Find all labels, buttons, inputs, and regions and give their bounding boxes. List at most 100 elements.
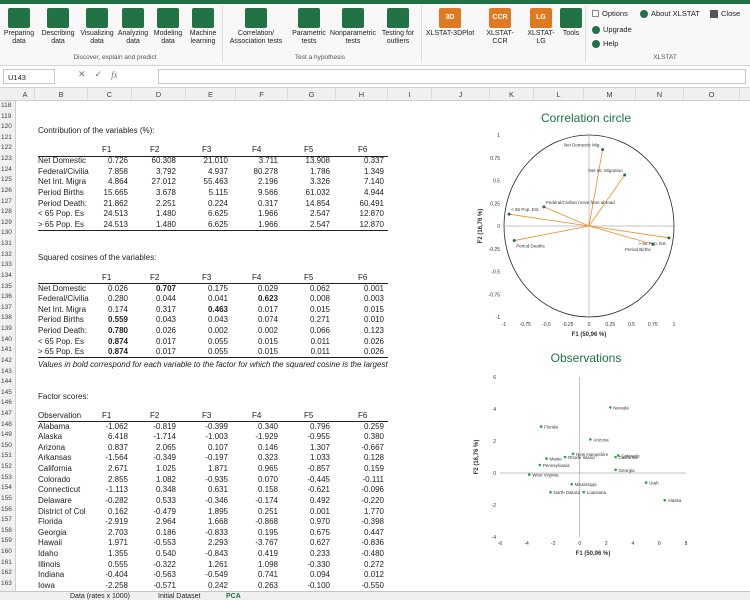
column-header[interactable]: C: [88, 88, 132, 101]
row-header[interactable]: 119: [1, 112, 12, 120]
column-header[interactable]: I: [388, 88, 432, 101]
table-cell: 0.094: [309, 570, 330, 580]
row-header[interactable]: 128: [1, 208, 12, 216]
row-header[interactable]: 161: [1, 558, 12, 566]
upgrade-button[interactable]: Upgrade: [592, 25, 632, 34]
row-header[interactable]: 158: [1, 526, 12, 534]
row-header[interactable]: 137: [1, 303, 12, 311]
row-header[interactable]: 122: [1, 144, 12, 152]
row-header[interactable]: 155: [1, 494, 12, 502]
analyzing-data-button[interactable]: Analyzing data: [116, 8, 150, 46]
column-header[interactable]: F: [236, 88, 288, 101]
row-header[interactable]: 120: [1, 123, 12, 131]
row-header[interactable]: 126: [1, 186, 12, 194]
cancel-icon[interactable]: ✕: [78, 69, 86, 79]
row-header[interactable]: 160: [1, 548, 12, 556]
row-header[interactable]: 141: [1, 346, 12, 354]
column-header[interactable]: M: [584, 88, 636, 101]
row-header[interactable]: 121: [1, 133, 12, 141]
row-header[interactable]: 151: [1, 452, 12, 460]
row-header[interactable]: 139: [1, 325, 12, 333]
row-header[interactable]: 147: [1, 409, 12, 417]
table-cell: 1.355: [107, 549, 128, 559]
column-header[interactable]: O: [684, 88, 740, 101]
row-header[interactable]: 127: [1, 197, 12, 205]
visualizing-data-button[interactable]: Visualizing data: [78, 8, 116, 46]
sheet-tab-initial[interactable]: Initial Dataset: [158, 593, 201, 600]
row-header[interactable]: 136: [1, 293, 12, 301]
nonparametric-tests-button[interactable]: Nonparametric tests: [330, 8, 376, 46]
column-header[interactable]: A: [16, 88, 35, 101]
table-cell: 0.271: [309, 315, 330, 325]
describing-data-button[interactable]: Describing data: [38, 8, 78, 46]
row-header[interactable]: 138: [1, 314, 12, 322]
sheet-tab-data[interactable]: Data (rates x 1000): [70, 593, 130, 600]
table-cell: 0.001: [363, 283, 384, 293]
visualizing-data-icon: [86, 8, 108, 28]
column-header[interactable]: D: [132, 88, 186, 101]
formula-input[interactable]: [158, 69, 746, 84]
row-header[interactable]: 142: [1, 356, 12, 364]
row-header[interactable]: 162: [1, 569, 12, 577]
confirm-icon[interactable]: ✓: [94, 69, 103, 79]
column-header[interactable]: L: [534, 88, 584, 101]
preparing-data-button[interactable]: Preparing data: [2, 8, 36, 46]
row-header[interactable]: 143: [1, 367, 12, 375]
x-axis-label: F1 (50,96 %): [576, 551, 611, 557]
xlstat-lg-button[interactable]: LG XLSTAT- LG: [524, 8, 558, 46]
correlation-tests-button[interactable]: Correlation/Association tests: [228, 8, 284, 46]
row-header[interactable]: 123: [1, 155, 12, 163]
row-header[interactable]: 145: [1, 388, 12, 396]
row-header[interactable]: 129: [1, 218, 12, 226]
row-header[interactable]: 131: [1, 240, 12, 248]
row-header[interactable]: 125: [1, 176, 12, 184]
parametric-tests-button[interactable]: Parametric tests: [289, 8, 329, 46]
column-header[interactable]: E: [186, 88, 236, 101]
row-header[interactable]: 159: [1, 537, 12, 545]
row-header[interactable]: 163: [1, 579, 12, 587]
row-header[interactable]: 144: [1, 378, 12, 386]
column-header[interactable]: H: [336, 88, 388, 101]
row-header[interactable]: 124: [1, 165, 12, 173]
table-cell: -1.929: [255, 432, 278, 442]
row-header[interactable]: 153: [1, 473, 12, 481]
xlstat-3dplot-button[interactable]: 3D XLSTAT-3DPlot: [425, 8, 475, 38]
column-header[interactable]: K: [490, 88, 534, 101]
outliers-tests-button[interactable]: Testing for outliers: [378, 8, 418, 46]
chart-title-observations: Observations: [550, 351, 622, 365]
options-button[interactable]: Options: [592, 9, 628, 18]
row-header[interactable]: 132: [1, 250, 12, 258]
column-header[interactable]: J: [432, 88, 490, 101]
column-header[interactable]: N: [636, 88, 684, 101]
row-header[interactable]: 157: [1, 516, 12, 524]
tools-button[interactable]: Tools: [560, 8, 582, 38]
help-button[interactable]: Help: [592, 39, 618, 48]
loading-point: [601, 148, 605, 152]
row-header[interactable]: 152: [1, 463, 12, 471]
xlstat-ccr-button[interactable]: CCR XLSTAT- CCR: [482, 8, 518, 46]
column-header[interactable]: G: [288, 88, 336, 101]
row-header[interactable]: 130: [1, 229, 12, 237]
modeling-data-button[interactable]: Modeling data: [150, 8, 186, 46]
row-header[interactable]: 156: [1, 505, 12, 513]
row-header[interactable]: 133: [1, 261, 12, 269]
about-button[interactable]: About XLSTAT: [640, 9, 700, 18]
column-header[interactable]: B: [35, 88, 88, 101]
row-header[interactable]: 146: [1, 399, 12, 407]
name-box[interactable]: U143: [3, 69, 55, 84]
row-header[interactable]: 148: [1, 420, 12, 428]
sheet-tab-pca[interactable]: PCA: [226, 593, 241, 600]
close-button[interactable]: Close: [710, 9, 740, 18]
table-cell: 13.908: [305, 156, 330, 166]
fx-icon[interactable]: fx: [111, 69, 118, 80]
row-header[interactable]: 134: [1, 271, 12, 279]
row-header[interactable]: 150: [1, 441, 12, 449]
row-header[interactable]: 154: [1, 484, 12, 492]
observation-label: Louisiana: [587, 490, 607, 495]
row-header[interactable]: 135: [1, 282, 12, 290]
row-header[interactable]: 118: [1, 102, 12, 109]
row-header[interactable]: 140: [1, 335, 12, 343]
machine-learning-button[interactable]: Machine learning: [186, 8, 220, 46]
row-header[interactable]: 149: [1, 431, 12, 439]
worksheet-grid[interactable]: Contribution of the variables (%): F1 F2 F…: [16, 101, 750, 591]
